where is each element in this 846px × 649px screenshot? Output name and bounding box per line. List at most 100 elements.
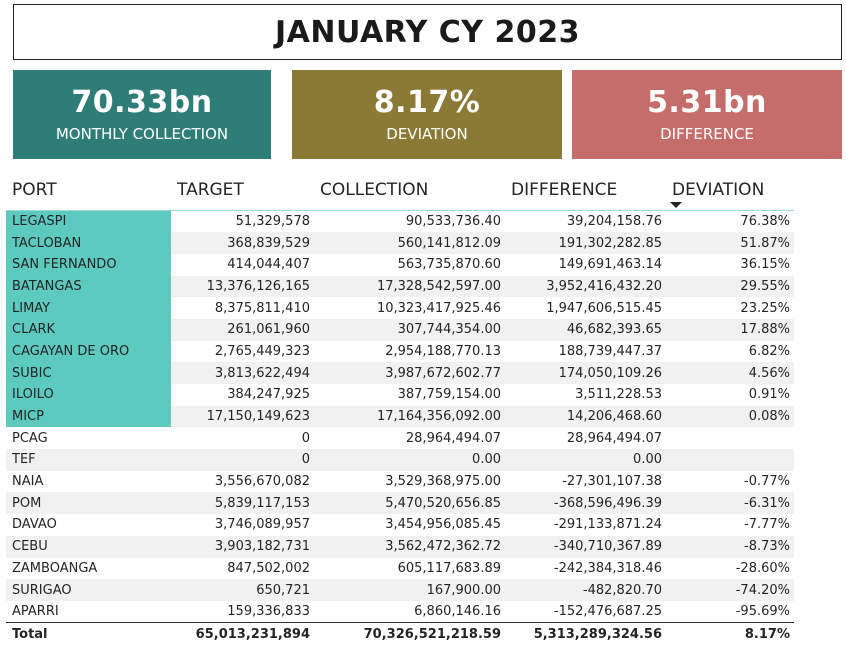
cell-difference: 46,682,393.65 [505,318,666,341]
table-row[interactable]: CLARK 261,061,960 307,744,354.00 46,682,393… [6,318,794,341]
header-target[interactable]: TARGET [171,170,314,211]
cell-target: 17,150,149,623 [171,405,314,428]
cell-deviation: 29.55% [666,275,794,298]
table-row[interactable]: ILOILO 384,247,925 387,759,154.00 3,511,228… [6,384,794,406]
cell-collection: 307,744,354.00 [314,318,505,341]
total-label: Total [6,622,171,647]
cell-deviation: 6.82% [666,340,794,363]
cell-port: ZAMBOANGA [6,557,171,580]
cell-deviation: -74.20% [666,579,794,601]
cell-collection: 2,954,188,770.13 [314,340,505,363]
cell-port: APARRI [6,600,171,623]
cell-target: 384,247,925 [171,384,314,406]
header-difference[interactable]: DIFFERENCE [505,170,666,211]
cell-target: 51,329,578 [171,210,314,233]
table-row[interactable]: APARRI 159,336,833 6,860,146.16 -152,476,68… [6,600,794,623]
cell-difference: 191,302,282.85 [505,232,666,254]
header-collection[interactable]: COLLECTION [314,170,505,211]
table-row[interactable]: TEF 0 0.00 0.00 [6,449,794,471]
total-target: 65,013,231,894 [171,622,314,647]
cell-deviation: 76.38% [666,210,794,233]
cell-target: 650,721 [171,579,314,601]
cell-collection: 3,562,472,362.72 [314,535,505,558]
monthly-collection-label: MONTHLY COLLECTION [55,124,229,143]
cell-collection: 3,529,368,975.00 [314,470,505,493]
cell-difference: 14,206,468.60 [505,405,666,428]
table-row[interactable]: NAIA 3,556,670,082 3,529,368,975.00 -27,301… [6,470,794,493]
table-row[interactable]: SUBIC 3,813,622,494 3,987,672,602.77 174,05… [6,362,794,384]
cell-collection: 3,987,672,602.77 [314,362,505,384]
cell-port: TACLOBAN [6,232,171,254]
cell-target: 414,044,407 [171,253,314,276]
difference-label: DIFFERENCE [660,124,754,143]
total-collection: 70,326,521,218.59 [314,622,505,647]
cell-deviation: -0.77% [666,470,794,493]
cell-port: LEGASPI [6,210,171,233]
cell-deviation: -7.77% [666,514,794,536]
cell-collection: 3,454,956,085.45 [314,514,505,536]
deviation-card[interactable]: 8.17% DEVIATION [292,70,562,159]
table-row[interactable]: BATANGAS 13,376,126,165 17,328,542,597.00 3… [6,275,794,298]
cell-target: 3,746,089,957 [171,514,314,536]
table-row[interactable]: ZAMBOANGA 847,502,002 605,117,683.89 -242,3… [6,557,794,580]
table-header-row: PORT TARGET COLLECTION DIFFERENCE DEVIAT… [6,170,794,211]
cell-deviation: -6.31% [666,492,794,515]
cell-port: PCAG [6,427,171,450]
cell-target: 368,839,529 [171,232,314,254]
table-row[interactable]: SURIGAO 650,721 167,900.00 -482,820.70 -74.2… [6,579,794,601]
cell-target: 159,336,833 [171,600,314,623]
difference-card[interactable]: 5.31bn DIFFERENCE [572,70,842,159]
table-row[interactable]: TACLOBAN 368,839,529 560,141,812.09 191,302… [6,232,794,254]
cell-difference: -340,710,367.89 [505,535,666,558]
table-row[interactable]: SAN FERNANDO 414,044,407 563,735,870.60 149… [6,253,794,276]
cell-port: DAVAO [6,514,171,536]
monthly-collection-value: 70.33bn [71,84,213,120]
cell-collection: 28,964,494.07 [314,427,505,450]
total-deviation: 8.17% [666,622,794,647]
cell-difference: 1,947,606,515.45 [505,297,666,319]
difference-value: 5.31bn [647,84,767,120]
cell-collection: 605,117,683.89 [314,557,505,580]
cell-port: CEBU [6,535,171,558]
table-row[interactable]: MICP 17,150,149,623 17,164,356,092.00 14,20… [6,405,794,428]
cell-difference: -368,596,496.39 [505,492,666,515]
cell-difference: 0.00 [505,449,666,471]
cell-deviation: 0.08% [666,405,794,428]
cell-deviation: 23.25% [666,297,794,319]
cell-collection: 90,533,736.40 [314,210,505,233]
table-row[interactable]: POM 5,839,117,153 5,470,520,656.85 -368,596… [6,492,794,515]
table-row[interactable]: PCAG 0 28,964,494.07 28,964,494.07 [6,427,794,450]
cell-difference: 39,204,158.76 [505,210,666,233]
cell-deviation [666,449,794,471]
cell-target: 5,839,117,153 [171,492,314,515]
port-collection-table: PORT TARGET COLLECTION DIFFERENCE DEVIAT… [6,170,794,647]
cell-target: 8,375,811,410 [171,297,314,319]
cell-collection: 563,735,870.60 [314,253,505,276]
table-row[interactable]: CAGAYAN DE ORO 2,765,449,323 2,954,188,770… [6,340,794,363]
cell-deviation: 17.88% [666,318,794,341]
cell-port: POM [6,492,171,515]
report-title: JANUARY CY 2023 [13,4,842,60]
cell-collection: 0.00 [314,449,505,471]
cell-difference: 149,691,463.14 [505,253,666,276]
table-row[interactable]: CEBU 3,903,182,731 3,562,472,362.72 -340,71… [6,535,794,558]
cell-difference: -482,820.70 [505,579,666,601]
cell-target: 0 [171,449,314,471]
cell-port: SUBIC [6,362,171,384]
table-row[interactable]: LIMAY 8,375,811,410 10,323,417,925.46 1,947… [6,297,794,319]
header-port[interactable]: PORT [6,170,171,211]
cell-deviation: 4.56% [666,362,794,384]
header-deviation-label: DEVIATION [672,180,765,200]
cell-deviation: 36.15% [666,253,794,276]
table-row[interactable]: LEGASPI 51,329,578 90,533,736.40 39,204,158… [6,210,794,233]
cell-collection: 6,860,146.16 [314,600,505,623]
cell-target: 0 [171,427,314,450]
cell-deviation: -95.69% [666,600,794,623]
table-row[interactable]: DAVAO 3,746,089,957 3,454,956,085.45 -291,1… [6,514,794,536]
cell-target: 3,903,182,731 [171,535,314,558]
total-difference: 5,313,289,324.56 [505,622,666,647]
header-deviation[interactable]: DEVIATION [666,170,794,211]
cell-difference: -27,301,107.38 [505,470,666,493]
monthly-collection-card[interactable]: 70.33bn MONTHLY COLLECTION [13,70,271,159]
cell-collection: 10,323,417,925.46 [314,297,505,319]
